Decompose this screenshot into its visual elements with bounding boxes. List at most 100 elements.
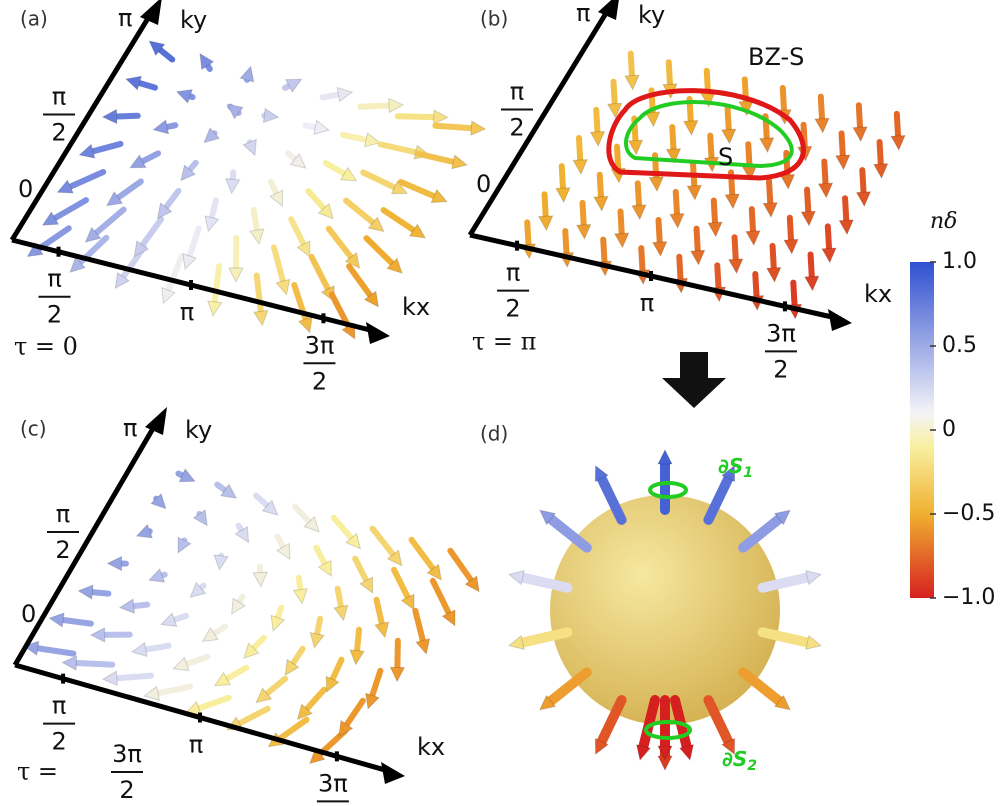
kx-tick-label: 2 [773, 355, 788, 383]
vector-head [573, 160, 587, 174]
vector-head [590, 131, 604, 145]
vector-shaft [142, 219, 161, 245]
ky-tick-label: π [56, 500, 70, 528]
vector-shaft [418, 154, 453, 162]
ky-tick-label: π [576, 0, 590, 27]
vector-head [416, 639, 430, 654]
vector-shaft [278, 608, 282, 618]
boundary-symbol: ∂S [722, 747, 747, 771]
kx-tick-label: 3π [766, 319, 796, 347]
vector-shaft [755, 274, 756, 296]
vector-shaft [862, 170, 863, 192]
vector-shaft [346, 201, 373, 223]
vector-shaft [372, 671, 380, 696]
vector-shaft [329, 229, 351, 257]
vector-shaft [239, 526, 242, 531]
vector-shaft [859, 105, 860, 127]
vector-head [857, 192, 871, 206]
sphere [550, 495, 780, 725]
vector-shaft [880, 142, 881, 164]
vector-head [108, 557, 122, 571]
vector-shaft [579, 138, 580, 160]
vector-head [173, 657, 189, 670]
vector-shaft [845, 198, 846, 220]
ky-label: ky [180, 6, 207, 34]
vector-shaft [394, 570, 408, 598]
vector-head [839, 220, 853, 234]
vector-shaft [641, 248, 642, 270]
kx-tick-label: π [52, 692, 66, 720]
vector-head [746, 231, 760, 245]
vector-shaft [697, 229, 698, 251]
vector-head [263, 109, 278, 123]
vector-head [687, 185, 701, 199]
vector-shaft [811, 254, 812, 276]
vector-shaft [735, 237, 736, 259]
vector-shaft [360, 105, 389, 106]
vector-shaft [398, 116, 434, 117]
vector-shaft [201, 586, 204, 588]
vector-head [691, 250, 705, 264]
vector-head [350, 650, 364, 665]
colorbar-tick-label: −0.5 [942, 501, 995, 526]
vector-head [144, 686, 159, 700]
vector-shaft [326, 163, 345, 174]
vector-shaft [143, 153, 159, 161]
vector-shaft [96, 210, 123, 233]
vector-shaft [256, 496, 267, 506]
vector-shaft [280, 720, 307, 739]
vector-shaft [239, 597, 242, 602]
vector-shaft [596, 110, 597, 132]
vector-shaft [63, 620, 91, 624]
vector-shaft [295, 507, 309, 522]
panel-label: (a) [20, 7, 48, 31]
vector-shaft [897, 114, 898, 136]
kx-tick-label: π [189, 731, 203, 759]
vector-shaft [190, 163, 196, 170]
colorbar-tick-label: 0 [942, 417, 956, 442]
vector-head [760, 138, 774, 152]
vector-head [177, 90, 193, 103]
vector-head [365, 133, 380, 147]
vector-shaft [227, 668, 246, 679]
vector-head [208, 301, 222, 316]
vector-shaft [187, 657, 208, 664]
vector-head [137, 525, 153, 538]
kx-axis-head [828, 309, 852, 331]
vector-head [822, 248, 836, 262]
vector-head [126, 76, 141, 89]
vector-head [722, 129, 736, 143]
vector-head [151, 494, 166, 509]
transition-arrow [662, 352, 726, 408]
vector-shaft [415, 611, 422, 641]
vector-shaft [299, 578, 301, 590]
vector-head [229, 268, 243, 282]
vector-head [801, 211, 815, 225]
vector-head [293, 589, 307, 604]
ky-tick-label: π [118, 4, 132, 32]
vector-shaft [565, 231, 566, 253]
vector-head [103, 110, 117, 124]
tau-label: τ = π [472, 328, 536, 356]
vector-head [205, 216, 219, 231]
vector-shaft [254, 210, 257, 230]
vector-shaft [544, 194, 545, 216]
vector-shaft [450, 551, 471, 580]
vector-shaft [527, 222, 528, 244]
ky-tick-label: π [123, 414, 137, 442]
boundary-label: ∂S2 [722, 747, 757, 775]
vector-shaft [190, 229, 199, 256]
vector-shaft [233, 172, 234, 179]
ky-tick-label: 0 [18, 175, 33, 203]
vector-head [390, 667, 404, 681]
kx-tick-label: 3π [305, 331, 335, 359]
colorbar-tick-label: 1.0 [942, 249, 977, 274]
vector-shaft [55, 200, 86, 218]
vector-shaft [271, 182, 277, 194]
vector-shaft [600, 175, 601, 197]
vector-shaft [158, 687, 190, 694]
vector-shaft [373, 529, 393, 555]
vector-head [162, 288, 175, 304]
colorbar-tick-label: −1.0 [942, 585, 995, 610]
vector-head [539, 216, 553, 230]
